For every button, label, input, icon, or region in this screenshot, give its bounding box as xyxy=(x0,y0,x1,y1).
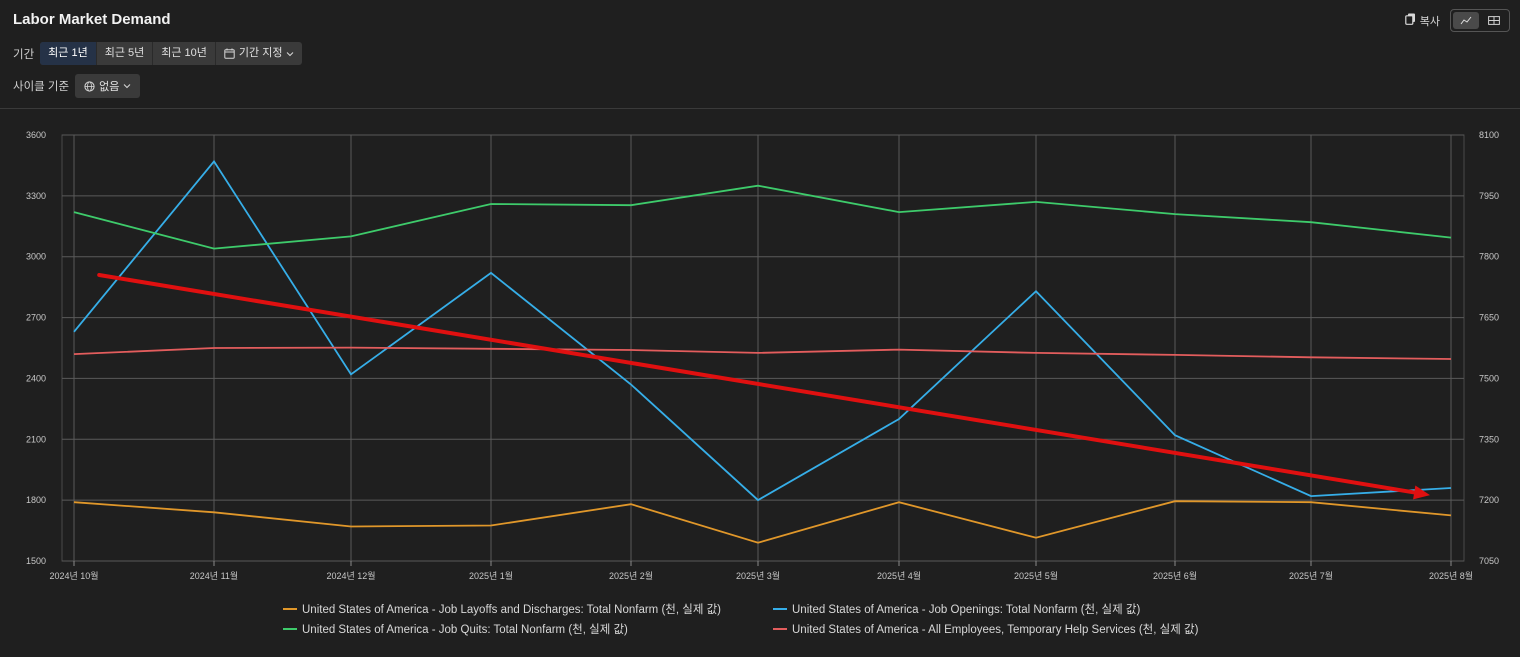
cycle-filter-row: 사이클 기준 없음 xyxy=(13,74,141,98)
series-line-1 xyxy=(73,159,1452,502)
x-tick-label: 2025년 5월 xyxy=(1014,570,1058,581)
y-left-tick-label: 2400 xyxy=(26,373,46,383)
period-option-5y[interactable]: 최근 5년 xyxy=(97,42,154,65)
chart-legend: United States of America - Job Layoffs a… xyxy=(283,601,1233,637)
chart-annotation xyxy=(97,272,1430,500)
series-line-0 xyxy=(73,500,1452,544)
y-left-tick-label: 3000 xyxy=(26,252,46,262)
header-divider xyxy=(0,108,1520,109)
y-right-tick-label: 7800 xyxy=(1479,252,1499,262)
legend-item-quits[interactable]: United States of America - Job Quits: To… xyxy=(283,621,773,637)
legend-label: United States of America - Job Openings:… xyxy=(792,604,1141,616)
y-left-tick-label: 1500 xyxy=(26,556,46,566)
legend-swatch xyxy=(283,608,297,610)
x-tick-label: 2025년 6월 xyxy=(1153,570,1197,581)
cycle-value: 없음 xyxy=(99,81,120,93)
y-left-tick-label: 3300 xyxy=(26,191,46,201)
x-tick-label: 2024년 11월 xyxy=(190,570,238,581)
series-line-3 xyxy=(73,346,1452,360)
copy-icon xyxy=(1404,13,1416,28)
legend-item-layoffs[interactable]: United States of America - Job Layoffs a… xyxy=(283,601,773,617)
y-right-tick-label: 7050 xyxy=(1479,556,1499,566)
y-left-tick-label: 1800 xyxy=(26,495,46,505)
legend-label: United States of America - Job Layoffs a… xyxy=(302,604,722,616)
legend-label: United States of America - Job Quits: To… xyxy=(302,624,628,636)
custom-period-button[interactable]: 기간 지정 xyxy=(216,42,303,65)
chart-axes: 1500 1800 2100 2400 2700 3000 3300 3600 7050 7200… xyxy=(26,130,1499,581)
line-chart: 1500 1800 2100 2400 2700 3000 3300 3600 7050 7200… xyxy=(26,130,1499,581)
y-right-tick-label: 7200 xyxy=(1479,495,1499,505)
page-title: Labor Market Demand xyxy=(13,11,171,28)
period-segmented-control: 최근 1년 최근 5년 최근 10년 기간 지정 xyxy=(40,42,303,65)
legend-swatch xyxy=(773,608,787,610)
table-icon xyxy=(1488,16,1500,25)
y-right-tick-label: 7500 xyxy=(1479,373,1499,383)
line-chart-view-button[interactable] xyxy=(1453,12,1479,29)
chevron-down-icon xyxy=(287,51,294,56)
chevron-down-icon xyxy=(124,84,131,89)
x-tick-label: 2025년 1월 xyxy=(469,570,513,581)
x-tick-label: 2025년 2월 xyxy=(609,570,653,581)
view-toggle xyxy=(1450,9,1510,32)
series-line-2 xyxy=(73,184,1452,250)
x-tick-label: 2024년 12월 xyxy=(326,570,375,581)
y-right-tick-label: 7950 xyxy=(1479,191,1499,201)
x-tick-label: 2025년 3월 xyxy=(736,570,780,581)
cycle-label: 사이클 기준 xyxy=(13,81,70,93)
y-right-tick-label: 7650 xyxy=(1479,313,1499,323)
legend-label: United States of America - All Employees… xyxy=(792,624,1199,636)
legend-item-openings[interactable]: United States of America - Job Openings:… xyxy=(773,601,1233,617)
chart-series xyxy=(73,159,1452,544)
x-tick-label: 2025년 7월 xyxy=(1289,570,1333,581)
trend-arrow-shaft xyxy=(97,272,1417,495)
period-option-1y[interactable]: 최근 1년 xyxy=(40,42,97,65)
x-tick-label: 2024년 10월 xyxy=(49,570,98,581)
y-right-tick-label: 8100 xyxy=(1479,130,1499,140)
table-view-button[interactable] xyxy=(1481,12,1507,29)
globe-icon xyxy=(84,80,95,92)
copy-label: 복사 xyxy=(1419,15,1440,28)
legend-item-temp-help[interactable]: United States of America - All Employees… xyxy=(773,621,1233,637)
x-tick-label: 2025년 4월 xyxy=(877,570,921,581)
y-left-tick-label: 2100 xyxy=(26,434,46,444)
period-option-10y[interactable]: 최근 10년 xyxy=(153,42,216,65)
line-chart-icon xyxy=(1460,16,1472,25)
copy-button[interactable]: 복사 xyxy=(1404,13,1440,29)
custom-period-label: 기간 지정 xyxy=(238,47,283,59)
period-filter-row: 기간 최근 1년 최근 5년 최근 10년 기간 지정 xyxy=(13,42,303,65)
y-right-tick-label: 7350 xyxy=(1479,434,1499,444)
y-left-tick-label: 2700 xyxy=(26,313,46,323)
top-right-controls: 복사 xyxy=(1404,9,1510,32)
period-label: 기간 xyxy=(13,48,35,61)
x-tick-label: 2025년 8월 xyxy=(1429,570,1473,581)
calendar-icon xyxy=(224,48,235,59)
legend-swatch xyxy=(773,628,787,630)
cycle-dropdown[interactable]: 없음 xyxy=(75,74,141,98)
trend-arrow-head xyxy=(1413,485,1430,500)
legend-swatch xyxy=(283,628,297,630)
y-left-tick-label: 3600 xyxy=(26,130,46,140)
